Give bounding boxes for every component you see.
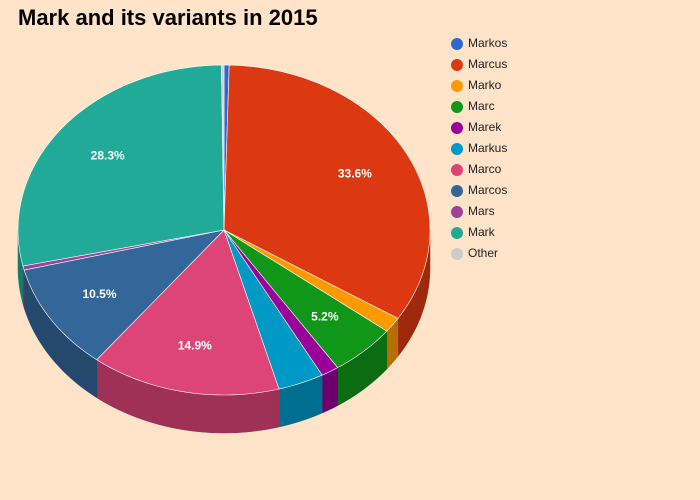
slice	[223, 229, 388, 369]
legend-marker	[451, 101, 463, 113]
legend-label: Mark	[468, 225, 496, 239]
legend-marker	[451, 59, 463, 71]
legend-marker	[451, 206, 463, 218]
slice	[221, 64, 225, 231]
slice	[223, 64, 431, 319]
slice-side	[321, 367, 338, 414]
slice	[96, 229, 280, 396]
legend-marker	[451, 248, 463, 260]
legend-label: Marco	[468, 162, 502, 176]
legend-marker	[451, 38, 463, 50]
value-label: 28.3%	[91, 148, 125, 162]
legend-label: Marcus	[468, 57, 507, 71]
legend-label: Other	[468, 246, 498, 260]
legend-label: Marek	[468, 120, 502, 134]
value-label: 10.5%	[83, 287, 117, 301]
legend-label: Marko	[468, 78, 502, 92]
slice	[223, 229, 399, 332]
value-label: 5.2%	[311, 309, 339, 323]
slice	[23, 229, 225, 361]
legend-marker	[451, 185, 463, 197]
legend-label: Marc	[468, 99, 495, 113]
legend-marker	[451, 122, 463, 134]
legend-label: Markus	[468, 141, 507, 155]
slice	[17, 64, 225, 267]
legend-marker	[451, 143, 463, 155]
chart-title: Mark and its variants in 2015	[18, 5, 318, 30]
legend-marker	[451, 80, 463, 92]
legend-marker	[451, 227, 463, 239]
legend-label: Markos	[468, 36, 507, 50]
legend-label: Mars	[468, 204, 495, 218]
legend-marker	[451, 164, 463, 176]
slice	[223, 229, 323, 390]
slice	[223, 229, 339, 376]
legend-label: Marcos	[468, 183, 507, 197]
value-label: 14.9%	[178, 339, 212, 353]
value-label: 33.6%	[338, 166, 372, 180]
